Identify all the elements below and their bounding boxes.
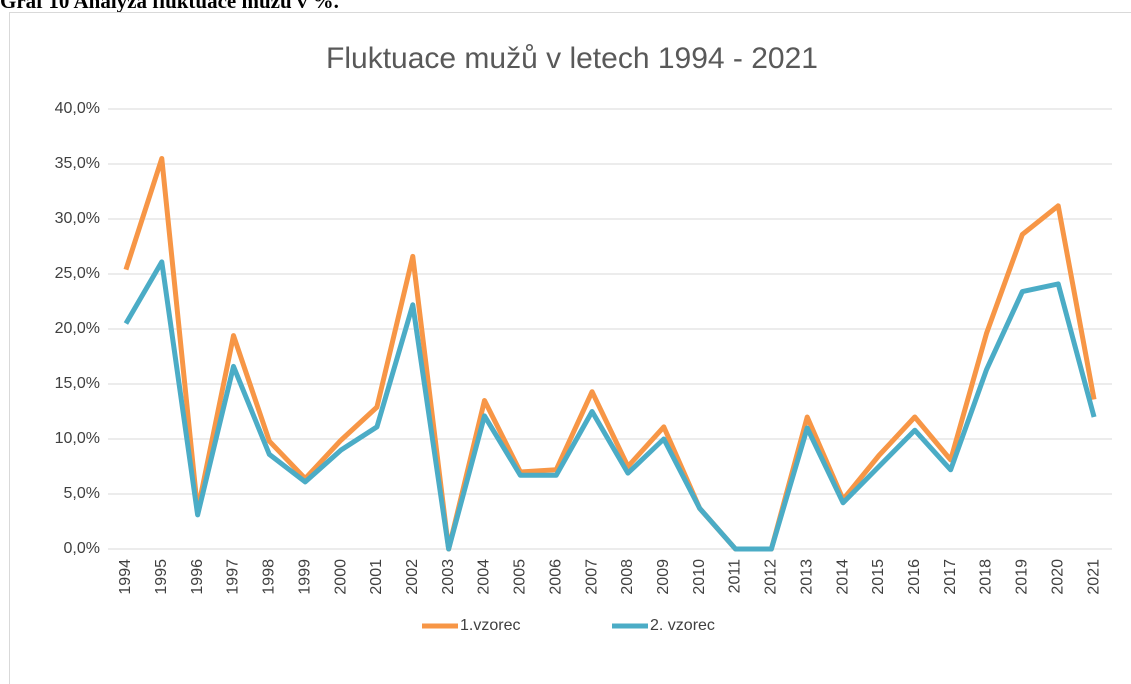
x-tick-label: 2021 [1085,559,1102,595]
x-tick-label: 1996 [189,559,206,595]
y-tick-label: 0,0% [64,540,100,557]
y-tick-label: 40,0% [55,100,100,117]
x-tick-label: 2002 [404,559,421,595]
y-tick-label: 10,0% [55,430,100,447]
y-tick-label: 35,0% [55,155,100,172]
y-tick-label: 5,0% [64,485,100,502]
chart-frame [9,12,1131,684]
x-tick-label: 2018 [978,559,995,595]
legend-label: 2. vzorec [650,617,715,634]
data-line [123,156,1097,552]
x-tick-label: 2016 [906,559,923,595]
x-tick-label: 2011 [727,559,744,594]
x-tick-label: 1995 [153,559,170,595]
x-tick-label: 2001 [368,559,385,595]
x-tick-label: 2012 [763,559,780,595]
x-tick-label: 2010 [691,559,708,595]
x-tick-label: 2014 [834,559,851,595]
x-tick-label: 2013 [798,559,815,595]
x-tick-label: 2009 [655,559,672,595]
x-tick-label: 2015 [870,559,887,595]
x-tick-label: 2020 [1049,559,1066,595]
x-tick-label: 2019 [1014,559,1031,595]
x-tick-label: 1994 [117,559,134,595]
x-tick-label: 2006 [547,559,564,595]
x-tick-label: 2017 [942,559,959,595]
x-tick-label: 2004 [476,559,493,595]
x-tick-label: 2007 [583,559,600,595]
x-tick-label: 1999 [296,559,313,595]
heading: Graf 10 Analýza fluktuace mužů v %. [0,0,339,13]
chart-title: Fluktuace mužů v letech 1994 - 2021 [326,42,818,75]
x-tick-label: 1997 [225,559,242,595]
x-tick-label: 2008 [619,559,636,595]
data-line [123,259,1097,552]
x-tick-label: 2003 [440,559,457,595]
y-tick-label: 20,0% [55,320,100,337]
x-tick-label: 2005 [512,559,529,595]
legend-label: 1.vzorec [460,617,520,634]
y-tick-label: 15,0% [55,375,100,392]
y-tick-label: 25,0% [55,265,100,282]
x-tick-label: 1998 [261,559,278,595]
y-tick-label: 30,0% [55,210,100,227]
x-tick-label: 2000 [332,559,349,595]
